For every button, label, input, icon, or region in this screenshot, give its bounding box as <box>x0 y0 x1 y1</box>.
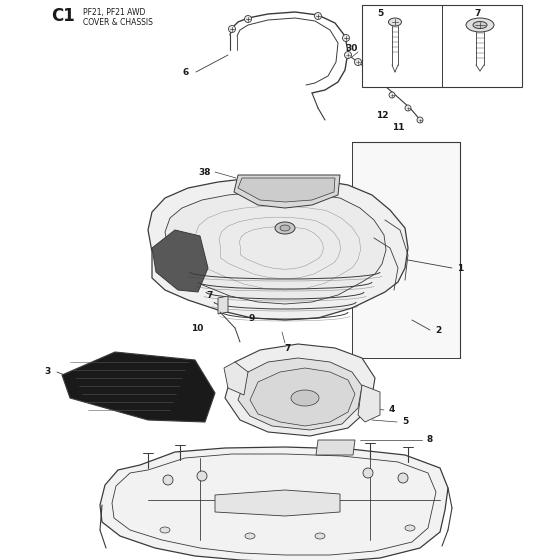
Text: 7: 7 <box>165 410 171 419</box>
Ellipse shape <box>466 18 494 32</box>
Text: 2: 2 <box>435 325 441 334</box>
Text: PF21, PF21 AWD: PF21, PF21 AWD <box>83 7 146 16</box>
Circle shape <box>315 12 321 20</box>
Polygon shape <box>165 192 386 304</box>
Text: C1: C1 <box>51 7 75 25</box>
Ellipse shape <box>280 225 290 231</box>
Text: 5: 5 <box>377 8 383 17</box>
Circle shape <box>375 77 381 83</box>
Text: 30: 30 <box>346 44 358 53</box>
Text: 10: 10 <box>191 324 203 333</box>
Circle shape <box>365 67 371 73</box>
Circle shape <box>197 471 207 481</box>
Polygon shape <box>238 358 362 430</box>
Polygon shape <box>250 368 355 426</box>
Circle shape <box>245 16 251 22</box>
Circle shape <box>363 468 373 478</box>
Ellipse shape <box>389 18 402 26</box>
Ellipse shape <box>473 21 487 29</box>
Polygon shape <box>225 344 375 436</box>
Polygon shape <box>234 175 340 208</box>
Circle shape <box>344 52 352 58</box>
Circle shape <box>163 475 173 485</box>
Ellipse shape <box>315 533 325 539</box>
Text: 9: 9 <box>249 314 255 323</box>
Text: 3: 3 <box>44 367 50 376</box>
Polygon shape <box>62 352 215 422</box>
Polygon shape <box>215 490 340 516</box>
Ellipse shape <box>160 527 170 533</box>
Circle shape <box>389 92 395 98</box>
Polygon shape <box>148 178 408 320</box>
Circle shape <box>398 473 408 483</box>
Polygon shape <box>100 447 448 560</box>
Text: 4: 4 <box>389 405 395 414</box>
Circle shape <box>417 117 423 123</box>
Text: 7: 7 <box>475 8 481 17</box>
Text: 1: 1 <box>457 264 463 273</box>
Text: 12: 12 <box>376 110 388 119</box>
Text: 38: 38 <box>199 167 211 176</box>
Polygon shape <box>152 230 208 292</box>
Circle shape <box>228 26 236 32</box>
Polygon shape <box>224 362 248 395</box>
Ellipse shape <box>275 222 295 234</box>
Text: 7: 7 <box>285 343 291 352</box>
Polygon shape <box>238 178 335 202</box>
Ellipse shape <box>245 533 255 539</box>
Polygon shape <box>218 296 228 314</box>
Text: COVER & CHASSIS: COVER & CHASSIS <box>83 17 153 26</box>
Polygon shape <box>352 142 460 358</box>
Text: 7: 7 <box>207 291 213 300</box>
Ellipse shape <box>405 525 415 531</box>
Text: 6: 6 <box>183 68 189 77</box>
Circle shape <box>354 58 362 66</box>
Text: 11: 11 <box>392 123 404 132</box>
Ellipse shape <box>291 390 319 406</box>
Circle shape <box>405 105 411 111</box>
Circle shape <box>343 35 349 41</box>
Text: 8: 8 <box>427 436 433 445</box>
Polygon shape <box>358 385 380 422</box>
Text: 5: 5 <box>402 418 408 427</box>
FancyBboxPatch shape <box>362 5 522 87</box>
Polygon shape <box>316 440 355 455</box>
